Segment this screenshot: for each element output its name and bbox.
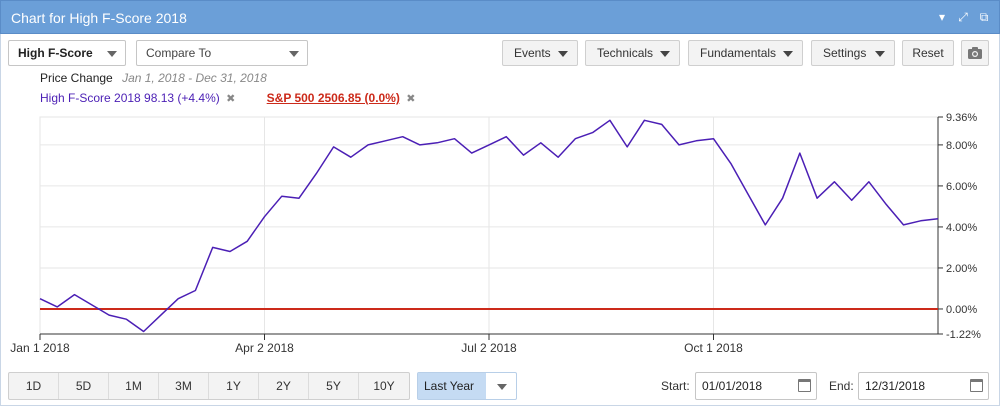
chart-axes: 9.36% 8.00% 6.00% 4.00% 2.00% 0.00% -1.22% Jan …	[10, 112, 981, 355]
period-select[interactable]: Last Year	[417, 372, 517, 400]
chevron-down-icon	[783, 51, 793, 57]
legend-benchmark-series[interactable]: S&P 500 2506.85 (0.0%)	[266, 91, 400, 105]
reset-label: Reset	[912, 46, 944, 60]
x-tick-label: Oct 1 2018	[684, 341, 743, 355]
calendar-icon[interactable]	[970, 379, 983, 392]
price-change-label: Price Change	[40, 71, 113, 85]
chevron-down-icon	[107, 51, 117, 57]
range-button-3m[interactable]: 3M	[159, 373, 209, 399]
window-titlebar: Chart for High F-Score 2018 ▾ ⤢ ⧉	[0, 0, 1000, 34]
series-line-high-f-score-2018	[39, 119, 939, 333]
chart-series	[39, 119, 939, 333]
y-tick-label: 2.00%	[946, 263, 977, 275]
events-label: Events	[514, 46, 551, 60]
compare-to-select[interactable]: Compare To	[136, 40, 308, 66]
start-date-label: Start:	[661, 379, 690, 393]
chevron-down-icon	[497, 384, 507, 390]
fundamentals-button[interactable]: Fundamentals	[688, 40, 803, 66]
technicals-button[interactable]: Technicals	[585, 40, 680, 66]
expand-icon[interactable]: ⤢	[958, 10, 968, 24]
range-button-1d[interactable]: 1D	[9, 373, 59, 399]
start-date-value: 01/01/2018	[702, 379, 763, 393]
y-tick-label: 0.00%	[946, 304, 977, 316]
legend-series: High F-Score 2018 98.13 (+4.4%) ✖ S&P 50…	[40, 91, 415, 105]
settings-label: Settings	[823, 46, 867, 60]
symbol-select[interactable]: High F-Score	[8, 40, 126, 66]
y-tick-label: 6.00%	[946, 181, 977, 193]
end-date-value: 12/31/2018	[865, 379, 926, 393]
chevron-down-icon[interactable]: ▾	[938, 10, 946, 24]
period-select-value: Last Year	[418, 373, 486, 399]
end-date-input[interactable]: 12/31/2018	[858, 372, 989, 400]
symbol-select-value: High F-Score	[18, 46, 93, 60]
y-tick-label: 8.00%	[946, 140, 977, 152]
snapshot-button[interactable]	[961, 40, 989, 66]
range-button-1y[interactable]: 1Y	[209, 373, 259, 399]
legend-header: Price Change Jan 1, 2018 - Dec 31, 2018	[40, 71, 267, 85]
x-tick-label: Jul 2 2018	[461, 341, 517, 355]
range-button-10y[interactable]: 10Y	[373, 379, 395, 393]
chevron-down-icon	[660, 51, 670, 57]
legend-primary-series[interactable]: High F-Score 2018 98.13 (+4.4%)	[40, 91, 220, 105]
start-date-input[interactable]: 01/01/2018	[695, 372, 817, 400]
price-chart[interactable]: 9.36% 8.00% 6.00% 4.00% 2.00% 0.00% -1.22% Jan …	[0, 0, 1000, 372]
range-button-5y[interactable]: 5Y	[309, 373, 359, 399]
end-date-label: End:	[829, 379, 854, 393]
y-tick-label: 9.36%	[946, 112, 977, 124]
range-button-2y[interactable]: 2Y	[259, 373, 309, 399]
y-tick-label: -1.22%	[946, 329, 981, 341]
reset-button[interactable]: Reset	[902, 40, 954, 66]
range-button-1m[interactable]: 1M	[109, 373, 159, 399]
chevron-down-icon	[558, 51, 568, 57]
remove-benchmark-icon[interactable]: ✖	[406, 93, 416, 105]
settings-button[interactable]: Settings	[811, 40, 895, 66]
compare-to-placeholder: Compare To	[146, 46, 212, 60]
chevron-down-icon	[875, 51, 885, 57]
x-tick-label: Jan 1 2018	[10, 341, 70, 355]
window-title: Chart for High F-Score 2018	[11, 10, 187, 26]
calendar-icon[interactable]	[798, 379, 811, 392]
range-button-5d[interactable]: 5D	[59, 373, 109, 399]
x-tick-label: Apr 2 2018	[235, 341, 294, 355]
y-tick-label: 4.00%	[946, 222, 977, 234]
external-link-icon[interactable]: ⧉	[979, 10, 989, 24]
date-range-label: Jan 1, 2018 - Dec 31, 2018	[122, 71, 267, 85]
range-buttons: 1D 5D 1M 3M 1Y 2Y 5Y 10Y	[8, 372, 410, 400]
technicals-label: Technicals	[597, 46, 654, 60]
window-controls: ▾ ⤢ ⧉	[935, 9, 991, 25]
fundamentals-label: Fundamentals	[700, 46, 777, 60]
camera-icon	[968, 47, 982, 59]
events-button[interactable]: Events	[502, 40, 578, 66]
chevron-down-icon	[289, 51, 299, 57]
remove-primary-icon[interactable]: ✖	[226, 93, 236, 105]
